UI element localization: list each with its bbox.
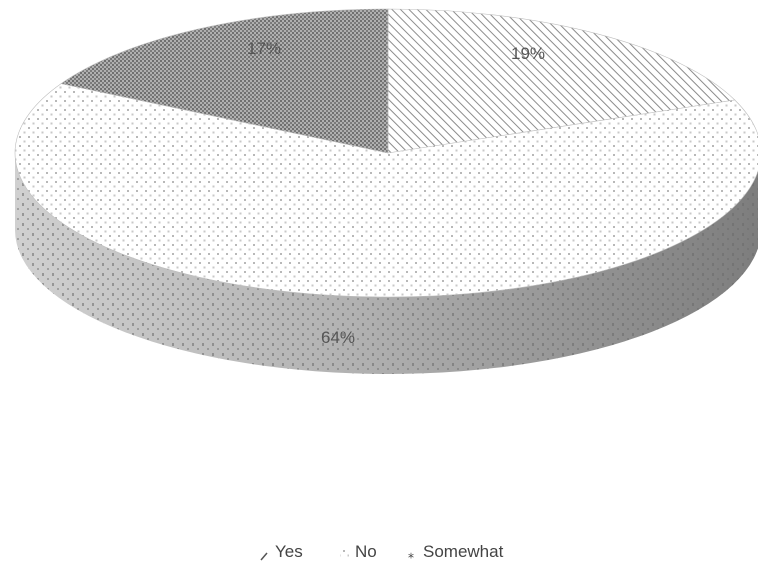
data-label-somewhat: 17% — [247, 39, 281, 58]
pie-side-texture-no — [15, 153, 758, 374]
legend: Yes No ⁎ Somewhat — [260, 542, 504, 561]
data-label-yes: 19% — [511, 44, 545, 63]
data-label-no: 64% — [321, 328, 355, 347]
legend-label-somewhat: Somewhat — [423, 542, 504, 561]
pie-slice-somewhat — [60, 8, 389, 154]
pie-side-layer — [15, 153, 758, 374]
legend-item-no: No — [340, 542, 377, 561]
legend-label-yes: Yes — [275, 542, 303, 561]
legend-swatch-somewhat: ⁎ — [408, 547, 414, 561]
pie-slice-yes — [387, 8, 736, 154]
legend-swatch-yes — [260, 552, 268, 561]
legend-label-no: No — [355, 542, 377, 561]
legend-item-yes: Yes — [260, 542, 303, 561]
legend-swatch-no — [340, 549, 349, 558]
pie-slice-no — [14, 83, 758, 298]
pie-top-layer — [14, 8, 758, 298]
data-label-layer: 19% 64% 17% — [247, 39, 545, 347]
legend-item-somewhat: ⁎ Somewhat — [408, 542, 504, 561]
